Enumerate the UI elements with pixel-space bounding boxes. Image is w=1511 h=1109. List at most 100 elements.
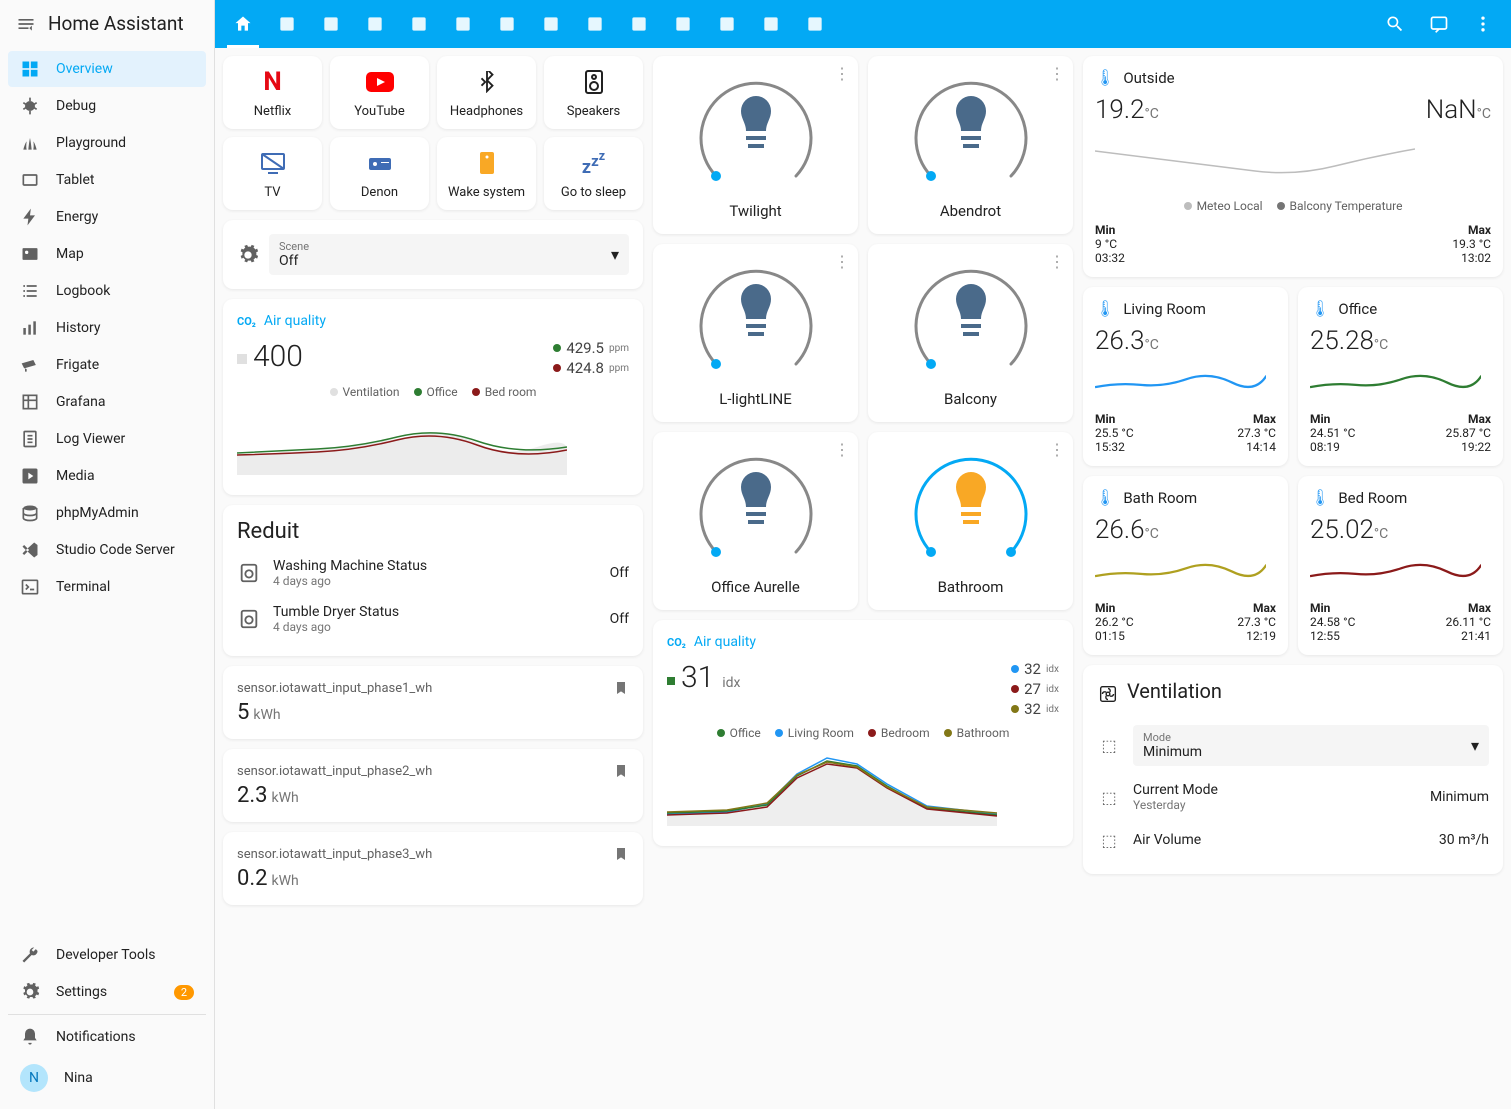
shortcut-speakers[interactable]: Speakers bbox=[544, 56, 643, 129]
cctv-icon bbox=[20, 355, 40, 375]
co2-icon: CO₂ bbox=[667, 636, 686, 649]
sidebar-item-phpmyadmin[interactable]: phpMyAdmin bbox=[8, 495, 206, 531]
more-icon[interactable]: ⋮ bbox=[834, 64, 850, 83]
outside-chart bbox=[1095, 131, 1415, 191]
shortcut-go-to-sleep[interactable]: zzzGo to sleep bbox=[544, 137, 643, 210]
temp-bath-room[interactable]: 🌡Bath Room 26.6°C Min26.2 °C01:15 Max27.… bbox=[1083, 476, 1288, 655]
chevron-down-icon: ▾ bbox=[1471, 736, 1479, 755]
light-grid: ⋮ Twilight ⋮ Abendrot ⋮ bbox=[653, 56, 1073, 610]
light-office-aurelle[interactable]: ⋮ Office Aurelle bbox=[653, 432, 858, 610]
bell-icon bbox=[20, 1027, 40, 1047]
chat-icon[interactable] bbox=[1419, 0, 1459, 48]
tab-flower[interactable] bbox=[619, 0, 659, 48]
sidebar-item-logbook[interactable]: Logbook bbox=[8, 273, 206, 309]
tab-cube[interactable] bbox=[707, 0, 747, 48]
more-icon[interactable]: ⋮ bbox=[1049, 64, 1065, 83]
vscode-icon bbox=[20, 540, 40, 560]
file-icon bbox=[20, 429, 40, 449]
entity-row[interactable]: ⬚Current ModeYesterdayMinimum bbox=[1097, 774, 1489, 820]
tv-icon bbox=[257, 147, 289, 179]
sidebar-item-developer-tools[interactable]: Developer Tools bbox=[8, 937, 206, 973]
tab-strip bbox=[223, 0, 1375, 48]
tab-lamp[interactable] bbox=[399, 0, 439, 48]
shortcut-netflix[interactable]: NNetflix bbox=[223, 56, 322, 129]
more-icon[interactable]: ⋮ bbox=[1049, 440, 1065, 459]
chevron-down-icon: ▾ bbox=[611, 245, 619, 264]
chart-icon bbox=[20, 318, 40, 338]
scene-select[interactable]: Scene Off ▾ bbox=[269, 234, 629, 275]
temp-bed-room[interactable]: 🌡Bed Room 25.02°C Min24.58 °C12:55 Max26… bbox=[1298, 476, 1503, 655]
light-abendrot[interactable]: ⋮ Abendrot bbox=[868, 56, 1073, 234]
bookmark-icon bbox=[613, 846, 629, 862]
tab-waves[interactable] bbox=[311, 0, 351, 48]
avatar: N bbox=[20, 1064, 48, 1092]
menu-toggle-icon[interactable] bbox=[16, 14, 36, 34]
sidebar-item-log-viewer[interactable]: Log Viewer bbox=[8, 421, 206, 457]
tab-home[interactable] bbox=[223, 0, 263, 48]
shortcut-headphones[interactable]: Headphones bbox=[437, 56, 536, 129]
list-icon bbox=[20, 281, 40, 301]
gear-icon[interactable] bbox=[237, 244, 259, 266]
more-icon[interactable]: ⋮ bbox=[834, 440, 850, 459]
search-icon[interactable] bbox=[1375, 0, 1415, 48]
user-button[interactable]: NNina bbox=[8, 1056, 206, 1100]
sidebar-item-history[interactable]: History bbox=[8, 310, 206, 346]
sidebar-item-tablet[interactable]: Tablet bbox=[8, 162, 206, 198]
more-icon[interactable] bbox=[1463, 0, 1503, 48]
light-l-lightline[interactable]: ⋮ L-lightLINE bbox=[653, 244, 858, 422]
tab-monitor[interactable] bbox=[663, 0, 703, 48]
light-balcony[interactable]: ⋮ Balcony bbox=[868, 244, 1073, 422]
dashboard-icon bbox=[20, 59, 40, 79]
sensor-card[interactable]: sensor.iotawatt_input_phase3_wh0.2kWh bbox=[223, 832, 643, 905]
more-icon[interactable]: ⋮ bbox=[1049, 252, 1065, 271]
vent-mode-select[interactable]: Mode Minimum ▾ bbox=[1133, 725, 1489, 766]
tab-dots[interactable] bbox=[575, 0, 615, 48]
shortcut-youtube[interactable]: YouTube bbox=[330, 56, 429, 129]
sidebar-item-frigate[interactable]: Frigate bbox=[8, 347, 206, 383]
tab-bolt[interactable] bbox=[531, 0, 571, 48]
entity-row[interactable]: Tumble Dryer Status4 days agoOff bbox=[237, 596, 629, 642]
sidebar-item-energy[interactable]: Energy bbox=[8, 199, 206, 235]
tab-bath[interactable] bbox=[267, 0, 307, 48]
entity-row[interactable]: ⬚Air Volume30 m³/h bbox=[1097, 820, 1489, 860]
shortcut-tv[interactable]: TV bbox=[223, 137, 322, 210]
wrench-icon bbox=[20, 945, 40, 965]
temp-office[interactable]: 🌡Office 25.28°C Min24.51 °C08:19 Max25.8… bbox=[1298, 287, 1503, 466]
sidebar-item-media[interactable]: Media bbox=[8, 458, 206, 494]
topbar-actions bbox=[1375, 0, 1503, 48]
sensor-card[interactable]: sensor.iotawatt_input_phase2_wh2.3kWh bbox=[223, 749, 643, 822]
sidebar-item-grafana[interactable]: Grafana bbox=[8, 384, 206, 420]
washer-icon bbox=[237, 607, 261, 631]
more-icon[interactable]: ⋮ bbox=[834, 252, 850, 271]
sidebar-item-debug[interactable]: Debug bbox=[8, 88, 206, 124]
air-title: Air quality bbox=[264, 313, 326, 329]
temp-living-room[interactable]: 🌡Living Room 26.3°C Min25.5 °C15:32 Max2… bbox=[1083, 287, 1288, 466]
tab-cam[interactable] bbox=[795, 0, 835, 48]
thermometer-icon: 🌡 bbox=[1310, 488, 1330, 507]
air2-title: Air quality bbox=[694, 634, 756, 650]
tab-robot[interactable] bbox=[751, 0, 791, 48]
bookmark-icon bbox=[613, 680, 629, 696]
light-bathroom[interactable]: ⋮ Bathroom bbox=[868, 432, 1073, 610]
shortcut-wake-system[interactable]: Wake system bbox=[437, 137, 536, 210]
youtube-icon bbox=[364, 66, 396, 98]
sensor-card[interactable]: sensor.iotawatt_input_phase1_wh5kWh bbox=[223, 666, 643, 739]
air-quality-card-2: CO₂ Air quality 31 idx 32idx27idx32idx O… bbox=[653, 620, 1073, 846]
sidebar-item-map[interactable]: Map bbox=[8, 236, 206, 272]
sidebar-item-overview[interactable]: Overview bbox=[8, 51, 206, 87]
sidebar-item-playground[interactable]: Playground bbox=[8, 125, 206, 161]
sidebar-item-studio-code-server[interactable]: Studio Code Server bbox=[8, 532, 206, 568]
tab-bed[interactable] bbox=[487, 0, 527, 48]
shortcut-denon[interactable]: Denon bbox=[330, 137, 429, 210]
thermometer-icon: 🌡 bbox=[1310, 299, 1330, 318]
gear-icon bbox=[20, 982, 40, 1002]
sidebar-item-terminal[interactable]: Terminal bbox=[8, 569, 206, 605]
notifications-button[interactable]: Notifications bbox=[8, 1019, 206, 1055]
tab-chart[interactable] bbox=[355, 0, 395, 48]
tab-tv[interactable] bbox=[443, 0, 483, 48]
sidebar-item-settings[interactable]: Settings2 bbox=[8, 974, 206, 1010]
sidebar-footer: Developer ToolsSettings2 NotificationsNNi… bbox=[0, 933, 214, 1109]
sidebar-header: Home Assistant bbox=[0, 0, 214, 47]
light-twilight[interactable]: ⋮ Twilight bbox=[653, 56, 858, 234]
entity-row[interactable]: Washing Machine Status4 days agoOff bbox=[237, 550, 629, 596]
